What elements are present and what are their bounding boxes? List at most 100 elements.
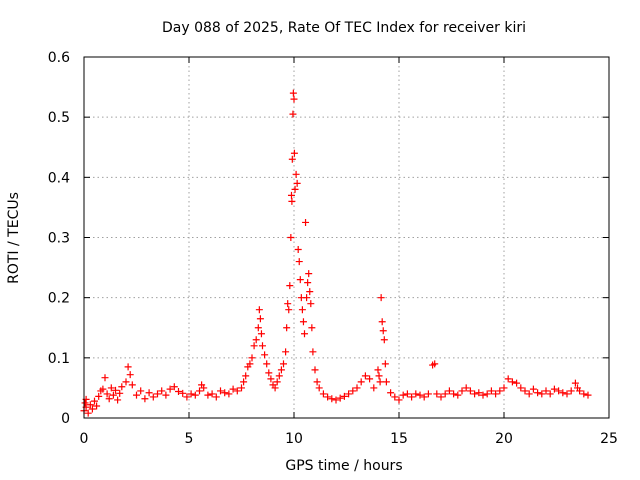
data-point (387, 389, 395, 397)
data-point (273, 378, 281, 386)
data-point (378, 318, 386, 326)
x-tick-labels: 0 5 10 15 20 25 (80, 431, 618, 447)
data-point (324, 393, 332, 401)
data-point (101, 374, 109, 382)
data-point (504, 375, 512, 383)
data-point (242, 372, 250, 380)
data-point (424, 390, 432, 398)
data-point (175, 388, 182, 396)
data-point (380, 336, 388, 344)
data-point (298, 306, 306, 314)
data-point (284, 300, 292, 308)
chart-title: Day 088 of 2025, Rate Of TEC Index for r… (162, 20, 526, 36)
data-point (366, 375, 374, 383)
y-tick-label: 0.6 (48, 50, 70, 66)
data-point (353, 384, 361, 392)
y-tick-label: 0.3 (48, 231, 70, 247)
data-point (332, 396, 340, 404)
data-point (437, 393, 445, 401)
data-point (374, 366, 382, 374)
data-point (513, 379, 521, 387)
data-point (576, 387, 584, 395)
data-point (267, 375, 275, 383)
data-point (166, 385, 174, 393)
data-point (154, 390, 161, 398)
data-point (128, 381, 136, 389)
data-point (246, 360, 254, 368)
data-points (80, 89, 592, 417)
data-point (309, 348, 317, 356)
data-point (345, 390, 353, 398)
data-point (133, 391, 140, 399)
axis-ticks (83, 56, 610, 419)
data-point (349, 387, 357, 395)
data-point (105, 395, 113, 403)
data-point (124, 363, 132, 371)
data-point (86, 401, 94, 409)
data-point (375, 372, 383, 380)
data-point (212, 393, 220, 401)
data-point (487, 387, 495, 395)
y-tick-labels: 0 0.1 0.2 0.3 0.4 0.5 0.6 (48, 50, 70, 427)
data-point (529, 385, 537, 393)
data-point (183, 393, 191, 401)
data-point (492, 390, 500, 398)
data-point (416, 391, 424, 399)
data-point (403, 390, 411, 398)
y-tick-label: 0.2 (48, 291, 70, 307)
data-point (441, 390, 449, 398)
data-point (261, 351, 269, 359)
data-point (91, 397, 98, 405)
data-point (287, 234, 295, 241)
data-point (458, 387, 466, 395)
data-point (308, 324, 316, 332)
data-point (376, 378, 384, 386)
data-point (162, 391, 170, 399)
data-point (288, 155, 296, 163)
data-point (114, 396, 122, 404)
data-point (88, 405, 96, 413)
x-tick-label: 20 (495, 431, 513, 447)
data-point (252, 336, 260, 344)
data-point (137, 387, 145, 395)
data-point (254, 324, 262, 332)
data-point (225, 390, 233, 398)
data-point (315, 384, 323, 392)
data-point (291, 185, 299, 193)
x-tick-label: 25 (600, 431, 618, 447)
x-axis-label: GPS time / hours (285, 458, 402, 474)
x-tick-label: 5 (185, 431, 194, 447)
data-point (433, 390, 441, 398)
data-point (122, 378, 130, 386)
data-point (99, 385, 107, 393)
data-point (255, 306, 263, 314)
data-point (238, 384, 245, 392)
data-point (479, 391, 487, 399)
data-point (431, 360, 439, 368)
data-point (336, 394, 344, 402)
data-point (542, 387, 550, 395)
data-point (109, 391, 117, 399)
data-point (563, 390, 571, 398)
data-point (263, 360, 271, 368)
data-point (546, 390, 554, 398)
data-point (280, 360, 287, 368)
data-point (95, 392, 103, 400)
data-point (304, 279, 312, 287)
data-point (286, 282, 294, 290)
y-tick-label: 0.5 (48, 110, 70, 126)
data-point (265, 369, 273, 377)
data-point (257, 330, 265, 338)
data-point (221, 389, 229, 397)
data-point (302, 218, 310, 226)
data-point (420, 393, 428, 401)
data-point (84, 409, 92, 417)
data-point (521, 387, 529, 395)
data-point (379, 327, 387, 335)
data-point (381, 360, 389, 368)
data-point (382, 378, 390, 386)
data-point (466, 387, 474, 395)
data-point (483, 390, 491, 398)
data-point (204, 391, 212, 399)
data-point (538, 390, 546, 398)
